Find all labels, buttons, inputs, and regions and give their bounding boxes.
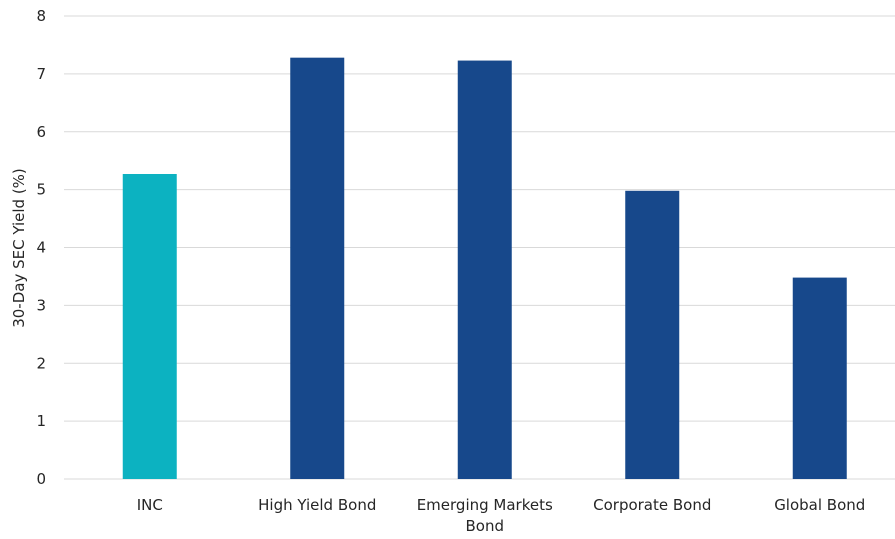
bar-emerging-markets-bond: [457, 60, 512, 479]
y-tick-label: 4: [36, 239, 46, 257]
y-tick-label: 0: [36, 470, 46, 488]
bar-corporate-bond: [625, 190, 680, 479]
y-tick-label: 7: [36, 65, 46, 83]
bars: [122, 57, 847, 480]
x-category-label: High Yield Bond: [258, 496, 376, 514]
y-axis-label: 30-Day SEC Yield (%): [10, 168, 28, 328]
x-axis-categories: INC High Yield Bond Emerging Markets Bond Co…: [137, 496, 866, 535]
y-axis-ticks: 0 1 2 3 4 5 6 7 8: [36, 7, 46, 488]
y-tick-label: 6: [36, 123, 46, 141]
y-tick-label: 5: [36, 181, 46, 199]
y-tick-label: 1: [36, 412, 46, 430]
bar-high-yield-bond: [290, 57, 345, 480]
bar-inc: [122, 173, 177, 479]
x-category-label: Global Bond: [774, 496, 865, 514]
y-tick-label: 3: [36, 296, 46, 314]
y-tick-label: 8: [36, 7, 46, 25]
x-category-label: INC: [137, 496, 163, 514]
y-tick-label: 2: [36, 354, 46, 372]
bar-global-bond: [792, 277, 847, 479]
x-category-label: Corporate Bond: [593, 496, 711, 514]
x-category-label: Emerging Markets Bond: [417, 496, 553, 535]
